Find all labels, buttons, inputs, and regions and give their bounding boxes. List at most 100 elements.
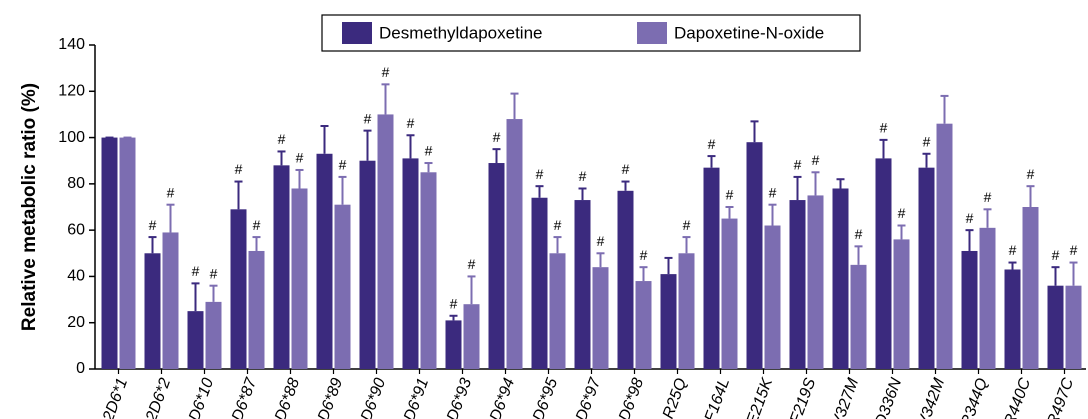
bar	[1022, 207, 1039, 369]
bar	[574, 200, 591, 369]
significance-mark: #	[425, 143, 433, 159]
bar	[1004, 269, 1021, 369]
bar	[273, 165, 290, 369]
bar	[291, 188, 308, 369]
significance-mark: #	[898, 205, 906, 221]
significance-mark: #	[769, 184, 777, 200]
bar	[764, 225, 781, 369]
x-tick-label: 2D6*94	[484, 376, 519, 419]
legend-swatch	[342, 22, 372, 44]
significance-mark: #	[923, 133, 931, 149]
bar	[359, 160, 376, 369]
x-tick-label: 2D6*98	[613, 376, 648, 419]
significance-mark: #	[597, 233, 605, 249]
bar	[334, 204, 351, 369]
significance-mark: #	[1052, 247, 1060, 263]
legend-label: Dapoxetine-N-oxide	[674, 23, 824, 42]
legend-box	[321, 14, 861, 52]
legend-swatch	[637, 22, 667, 44]
significance-mark: #	[708, 136, 716, 152]
x-tick-label: V342M	[915, 375, 949, 419]
bar	[488, 163, 505, 369]
y-axis-title: Relative metabolic ratio (%)	[19, 83, 40, 331]
bar	[230, 209, 247, 369]
y-tick-label: 0	[76, 360, 85, 377]
x-tick-label: 2D6*2	[143, 376, 175, 419]
significance-mark: #	[210, 265, 218, 281]
significance-mark: #	[192, 263, 200, 279]
bar	[531, 197, 548, 369]
bar	[248, 250, 265, 369]
x-tick-label: 2D6*93	[441, 376, 476, 419]
significance-mark: #	[794, 157, 802, 173]
bar	[101, 137, 118, 369]
y-tick-label: 140	[58, 36, 85, 53]
significance-mark: #	[339, 157, 347, 173]
bar	[549, 253, 566, 369]
bar	[979, 227, 996, 369]
x-tick-label: E215K	[744, 375, 777, 419]
x-tick-label: 2D6*89	[312, 376, 347, 419]
bar	[144, 253, 161, 369]
x-tick-label: 2D6*91	[398, 376, 433, 419]
significance-mark: #	[493, 129, 501, 145]
significance-mark: #	[235, 161, 243, 177]
significance-mark: #	[966, 210, 974, 226]
x-tick-label: 2D6*95	[527, 376, 562, 419]
bar	[205, 301, 222, 369]
significance-mark: #	[554, 217, 562, 233]
bar	[660, 274, 677, 369]
significance-mark: #	[1027, 166, 1035, 182]
significance-mark: #	[726, 187, 734, 203]
bar	[703, 167, 720, 369]
significance-mark: #	[855, 226, 863, 242]
bar	[936, 123, 953, 369]
bar	[746, 142, 763, 369]
bar	[875, 158, 892, 369]
bar	[420, 172, 437, 369]
bar	[918, 167, 935, 369]
x-tick-label: R497C	[1044, 376, 1077, 419]
y-tick-label: 80	[67, 175, 85, 192]
bar	[1065, 285, 1082, 369]
x-tick-label: F164L	[702, 376, 734, 419]
bar	[402, 158, 419, 369]
significance-mark: #	[880, 120, 888, 136]
bar	[850, 264, 867, 369]
x-tick-label: 2D6*97	[570, 375, 605, 419]
x-tick-label: 2D6*1	[100, 376, 132, 419]
x-tick-label: R344Q	[958, 376, 991, 419]
y-tick-label: 100	[58, 129, 85, 146]
bar	[377, 114, 394, 369]
significance-mark: #	[407, 115, 415, 131]
bar	[635, 281, 652, 369]
bar	[1047, 285, 1064, 369]
significance-mark: #	[984, 189, 992, 205]
significance-mark: #	[468, 256, 476, 272]
bar	[592, 267, 609, 369]
bar	[187, 311, 204, 369]
bar	[807, 195, 824, 369]
y-tick-label: 40	[67, 268, 85, 285]
significance-mark: #	[278, 131, 286, 147]
significance-mark: #	[1070, 242, 1078, 258]
bar	[961, 250, 978, 369]
significance-mark: #	[296, 150, 304, 166]
bar	[721, 218, 738, 369]
significance-mark: #	[253, 217, 261, 233]
x-tick-label: R25Q	[660, 376, 690, 419]
significance-mark: #	[640, 247, 648, 263]
bar	[506, 119, 523, 369]
x-tick-label: R440C	[1001, 376, 1034, 419]
bar	[316, 153, 333, 369]
significance-mark: #	[812, 152, 820, 168]
bar	[832, 188, 849, 369]
bar	[445, 320, 462, 369]
significance-mark: #	[622, 161, 630, 177]
significance-mark: #	[149, 217, 157, 233]
x-tick-label: F219S	[787, 376, 819, 419]
x-tick-label: 2D6*90	[355, 376, 390, 419]
significance-mark: #	[167, 184, 175, 200]
significance-mark: #	[683, 217, 691, 233]
